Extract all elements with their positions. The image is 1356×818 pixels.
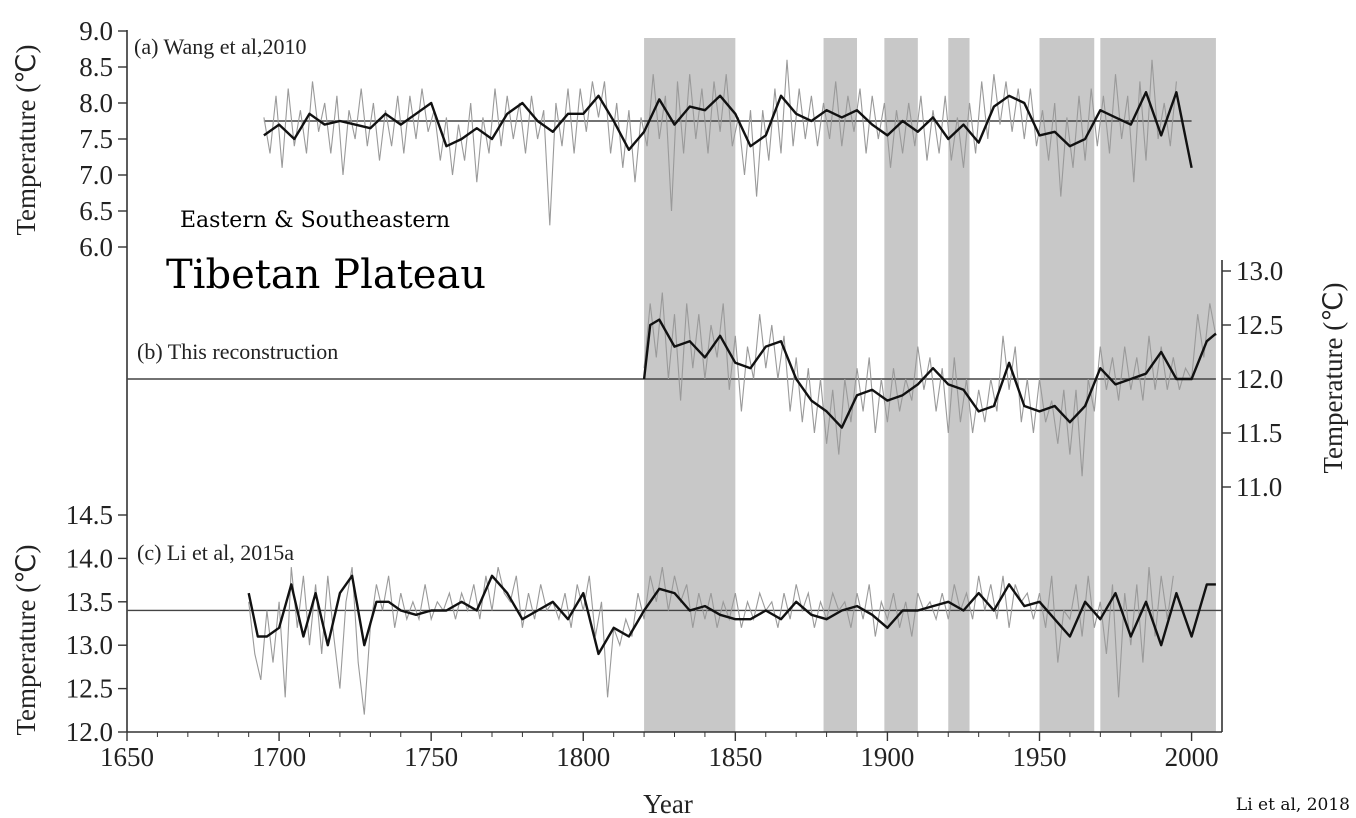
y-tick-label: 11.5 bbox=[1236, 418, 1282, 448]
shaded-period-2 bbox=[823, 38, 857, 732]
panel-label-b: (b) This reconstruction bbox=[137, 339, 338, 364]
x-tick-label-1900: 1900 bbox=[860, 742, 914, 772]
axes: 1650 1700 1750 1800 1850 1900 1950 2000 6.0 6.5 7.… bbox=[66, 16, 1284, 772]
x-tick-label-1950: 1950 bbox=[1013, 742, 1067, 772]
y-tick-label: 12.5 bbox=[66, 674, 113, 704]
y-tick-label: 13.5 bbox=[66, 587, 113, 617]
x-tick-label-1700: 1700 bbox=[252, 742, 306, 772]
smoothed-series-2 bbox=[247, 574, 1216, 656]
shaded-period-6 bbox=[1100, 38, 1216, 732]
y-tick-label: 12.0 bbox=[1236, 364, 1283, 394]
y-tick-label: 7.0 bbox=[79, 160, 113, 190]
x-tick-label-1650: 1650 bbox=[100, 742, 154, 772]
y-tick-label: 8.5 bbox=[79, 52, 113, 82]
shaded-period-5 bbox=[1039, 38, 1095, 732]
x-tick-label-2000: 2000 bbox=[1165, 742, 1219, 772]
y-axis-title-a: Temperature (℃) bbox=[11, 44, 41, 235]
y-tick-label: 13.0 bbox=[66, 630, 113, 660]
panel-label-a: (a) Wang et al,2010 bbox=[134, 34, 307, 59]
shaded-period-1 bbox=[644, 38, 736, 732]
y-tick-label: 14.5 bbox=[66, 500, 113, 530]
series-lines bbox=[127, 59, 1222, 715]
x-axis-title: Year bbox=[643, 789, 693, 818]
smoothed-series-0 bbox=[263, 90, 1193, 169]
smoothed-series-1 bbox=[642, 318, 1217, 429]
x-tick-label-1750: 1750 bbox=[404, 742, 458, 772]
credit-text: Li et al, 2018 bbox=[1236, 795, 1350, 815]
y-tick-label: 12.5 bbox=[1236, 310, 1283, 340]
annual-series-0 bbox=[263, 59, 1177, 226]
y-tick-label: 13.0 bbox=[1236, 256, 1283, 286]
y-tick-label: 8.0 bbox=[79, 88, 113, 118]
chart-text: (a) Wang et al,2010 (b) This reconstruct… bbox=[11, 34, 1350, 818]
x-tick-label-1800: 1800 bbox=[556, 742, 610, 772]
shaded-period-3 bbox=[884, 38, 918, 732]
panel-label-c: (c) Li et al, 2015a bbox=[137, 540, 294, 565]
annual-series-2 bbox=[248, 566, 1174, 715]
y-axis-title-b: Temperature (℃) bbox=[1318, 282, 1348, 473]
y-tick-label: 11.0 bbox=[1236, 472, 1282, 502]
shaded-period-4 bbox=[948, 38, 970, 732]
y-tick-label: 7.5 bbox=[79, 124, 113, 154]
y-axis-title-c: Temperature (℃) bbox=[11, 544, 41, 735]
y-tick-label: 14.0 bbox=[66, 543, 113, 573]
overlay-title: Tibetan Plateau bbox=[166, 252, 486, 298]
overlay-subtitle: Eastern & Southeastern bbox=[180, 208, 450, 233]
x-tick-label-1850: 1850 bbox=[708, 742, 762, 772]
y-tick-label: 6.5 bbox=[79, 196, 113, 226]
y-tick-label: 9.0 bbox=[79, 16, 113, 46]
y-tick-label: 12.0 bbox=[66, 717, 113, 747]
y-tick-label: 6.0 bbox=[79, 232, 113, 262]
